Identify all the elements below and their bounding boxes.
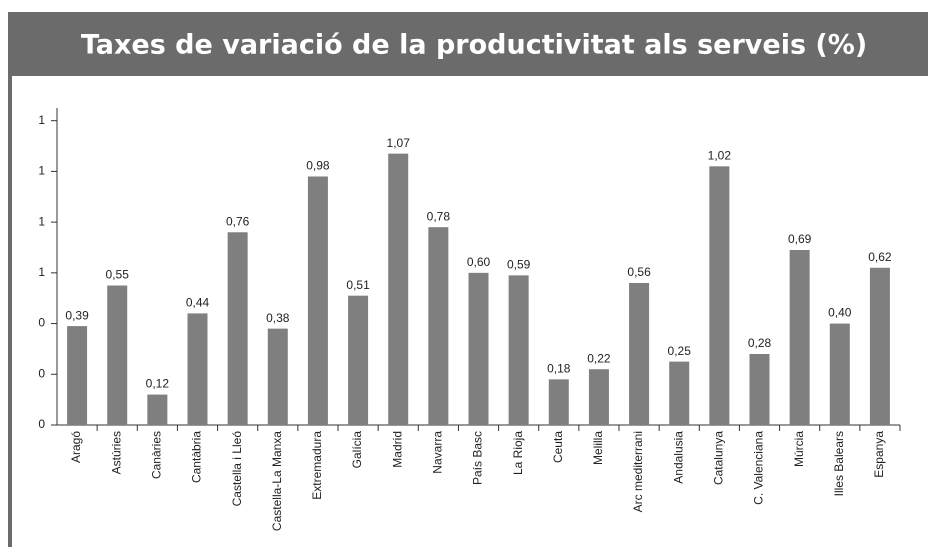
value-label: 0,39 — [65, 308, 89, 322]
value-label: 0,69 — [788, 232, 812, 246]
value-label: 0,59 — [507, 258, 531, 272]
x-tick-label: Múrcia — [792, 431, 806, 467]
bar — [789, 250, 810, 425]
bar — [67, 326, 88, 425]
bar — [629, 282, 650, 425]
y-tick-label: 1 — [38, 265, 45, 279]
x-tick-label: C. Valenciana — [752, 431, 766, 505]
x-tick-label: Castella i Lleó — [230, 431, 244, 507]
x-tick-label: Cantàbria — [190, 431, 204, 483]
y-tick-label: 0 — [38, 316, 45, 330]
value-label: 0,18 — [547, 362, 571, 376]
x-tick-label: Ceuta — [551, 431, 565, 463]
bar — [388, 153, 409, 425]
x-tick-label: Extremadura — [310, 431, 324, 500]
y-tick-label: 1 — [38, 214, 45, 228]
left-border — [8, 76, 12, 547]
chart-title: Taxes de variació de la productivitat al… — [81, 30, 867, 61]
y-tick-label: 0 — [38, 366, 45, 380]
y-tick-label: 1 — [38, 113, 45, 127]
bar — [669, 361, 690, 425]
value-label: 0,51 — [346, 278, 370, 292]
x-tick-label: Galícia — [350, 431, 364, 469]
x-tick-label: Illes Balears — [832, 431, 846, 496]
value-label: 0,22 — [587, 351, 611, 365]
y-tick-label: 1 — [38, 164, 45, 178]
bar — [187, 313, 208, 425]
value-label: 0,56 — [627, 265, 651, 279]
value-label: 0,60 — [467, 255, 491, 269]
x-tick-label: Aragó — [69, 431, 83, 463]
value-label: 0,38 — [266, 311, 290, 325]
value-label: 0,55 — [106, 268, 130, 282]
x-tick-label: Astúries — [109, 431, 123, 474]
bar — [508, 275, 529, 425]
bar — [267, 328, 288, 425]
value-label: 0,44 — [186, 296, 210, 310]
x-tick-label: Arc mediterrani — [631, 431, 645, 512]
x-tick-label: Catalunya — [712, 431, 726, 485]
y-tick-label: 0 — [38, 417, 45, 431]
value-label: 0,78 — [427, 209, 451, 223]
value-label: 0,76 — [226, 214, 250, 228]
value-label: 1,07 — [387, 136, 411, 150]
x-tick-label: Melilla — [591, 431, 605, 465]
bar — [709, 166, 730, 425]
bar — [348, 295, 369, 425]
bar — [147, 394, 168, 425]
x-tick-label: Espanya — [872, 431, 886, 478]
bar — [829, 323, 850, 425]
x-tick-label: Canàries — [150, 431, 164, 479]
bar — [869, 267, 890, 425]
bar — [548, 379, 569, 425]
value-label: 0,25 — [668, 344, 692, 358]
x-tick-label: País Basc — [471, 431, 485, 485]
value-label: 0,98 — [306, 159, 330, 173]
x-tick-label: Andalusia — [671, 431, 685, 484]
bar — [468, 272, 489, 425]
bar — [588, 369, 609, 425]
x-tick-label: Navarra — [431, 431, 445, 474]
bar — [307, 176, 328, 425]
value-label: 1,02 — [708, 148, 732, 162]
value-label: 0,40 — [828, 306, 852, 320]
x-tick-label: Madrid — [390, 431, 404, 468]
x-tick-label: La Rioja — [511, 431, 525, 475]
bar — [107, 285, 128, 425]
x-tick-label: Castella-La Manxa — [270, 431, 284, 531]
value-label: 0,62 — [868, 250, 892, 264]
bar — [428, 227, 449, 425]
bar — [749, 353, 770, 425]
header-band — [8, 12, 928, 76]
bar — [227, 232, 248, 425]
value-label: 0,12 — [146, 377, 170, 391]
value-label: 0,28 — [748, 336, 772, 350]
